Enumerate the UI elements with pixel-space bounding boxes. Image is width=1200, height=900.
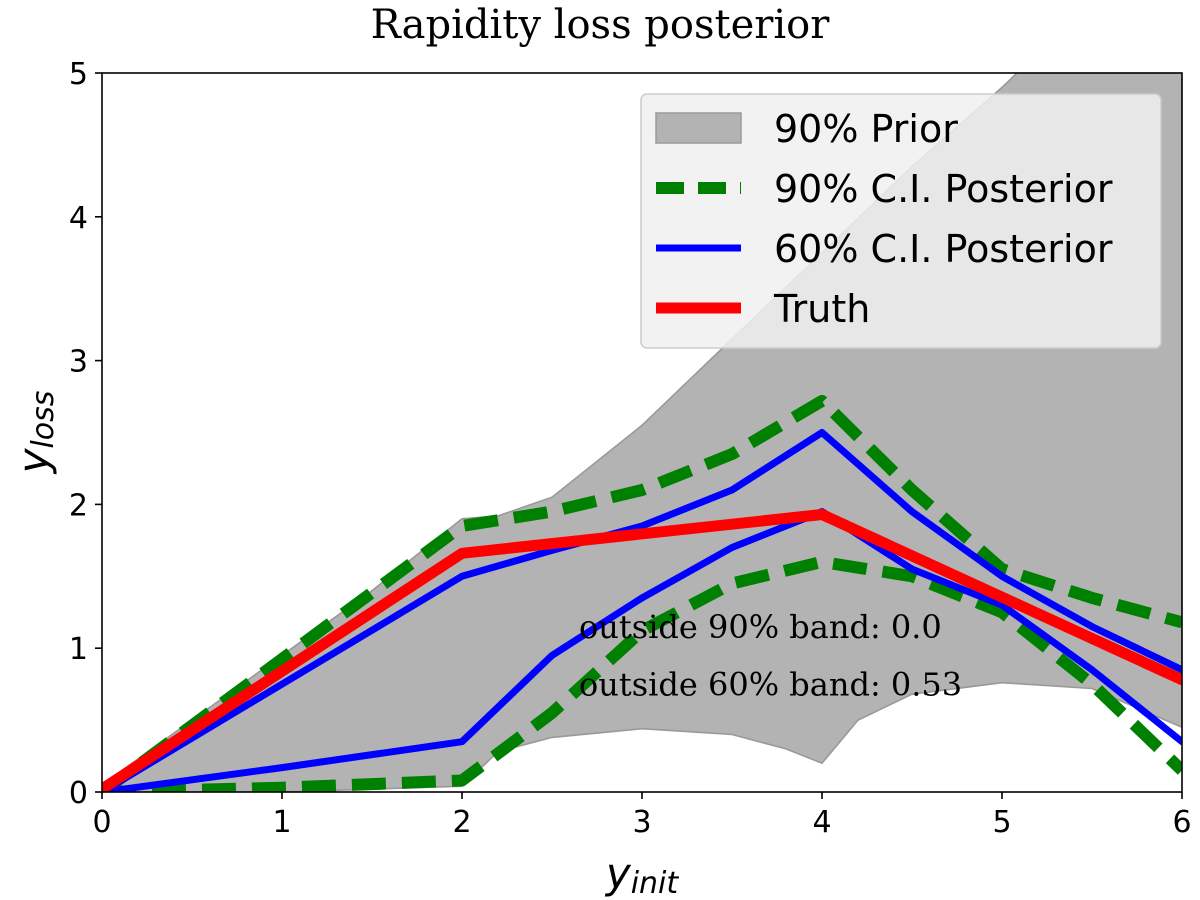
legend-label-0: 90% Prior [774,107,958,151]
series-2-line-0 [102,509,1182,792]
series-1-line-0 [102,429,1182,792]
y-axis-label-subscript: loss [26,391,61,449]
x-axis-label-subscript: init [631,866,680,900]
x-tick-label-3: 3 [632,805,651,840]
legend-label-1: 90% C.I. Posterior [774,167,1113,211]
legend-label-3: Truth [773,287,870,331]
legend-swatch-0 [655,112,742,144]
x-tick-label-2: 2 [452,805,471,840]
chart-title: Rapidity loss posterior [371,2,831,48]
series-1-line-1 [102,508,1182,792]
legend-label-2: 60% C.I. Posterior [774,227,1113,271]
legend-box [640,93,1162,349]
x-tick-label-4: 4 [812,805,831,840]
x-tick-label-6: 6 [1172,805,1191,840]
x-tick-label-5: 5 [992,805,1011,840]
y-tick-label-1: 1 [69,632,88,667]
y-tick-label-4: 4 [69,201,88,236]
y-axis-label: yloss [9,391,61,476]
legend: 90% Prior 90% C.I. Posterior 60% C.I. Post… [640,93,1162,349]
annotation-0: outside 90% band: 0.0 [579,608,942,646]
annotation-1: outside 60% band: 0.53 [579,666,962,704]
series-0-line-0 [102,394,1182,792]
y-tick-label-0: 0 [69,776,88,811]
y-tick-label-3: 3 [69,345,88,380]
y-tick-label-5: 5 [69,57,88,92]
y-tick-label-2: 2 [69,488,88,523]
series-0-line-1 [102,555,1182,792]
x-axis-label: yinit [604,849,680,900]
x-tick-label-1: 1 [272,805,291,840]
x-tick-label-0: 0 [92,805,111,840]
